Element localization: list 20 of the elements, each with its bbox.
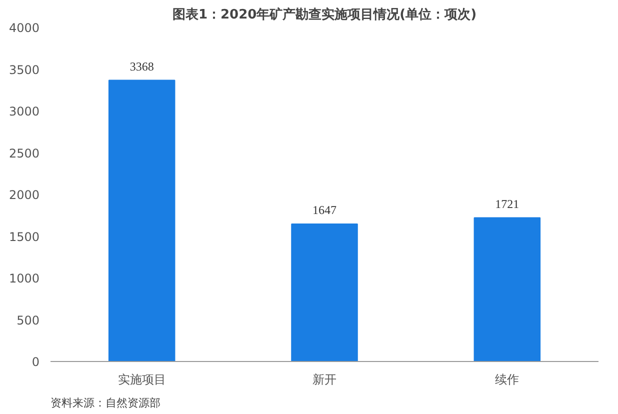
bar xyxy=(108,80,176,362)
bar xyxy=(291,223,358,362)
chart-title: 图表1：2020年矿产勘查实施项目情况(单位：项次) xyxy=(172,6,477,22)
data-label: 3368 xyxy=(130,59,154,74)
x-tick-label: 新开 xyxy=(312,372,336,386)
data-label: 1721 xyxy=(495,196,520,211)
y-tick-label: 3500 xyxy=(8,62,40,77)
text: 资料来源：自然资源部 xyxy=(50,396,160,410)
y-tick-label: 1000 xyxy=(8,272,40,286)
y-tick-label: 500 xyxy=(16,313,40,328)
y-tick-label: 1500 xyxy=(8,230,40,244)
x-tick-label: 续作 xyxy=(495,372,520,386)
y-tick-label: 2500 xyxy=(8,146,40,160)
x-tick-label: 实施项目 xyxy=(118,372,166,386)
y-tick-label: 2000 xyxy=(8,188,40,202)
y-tick-label: 0 xyxy=(32,355,40,369)
y-tick-label: 4000 xyxy=(8,21,40,35)
data-label: 1647 xyxy=(312,202,336,217)
y-tick-label: 3000 xyxy=(8,104,40,118)
bar xyxy=(474,217,541,362)
